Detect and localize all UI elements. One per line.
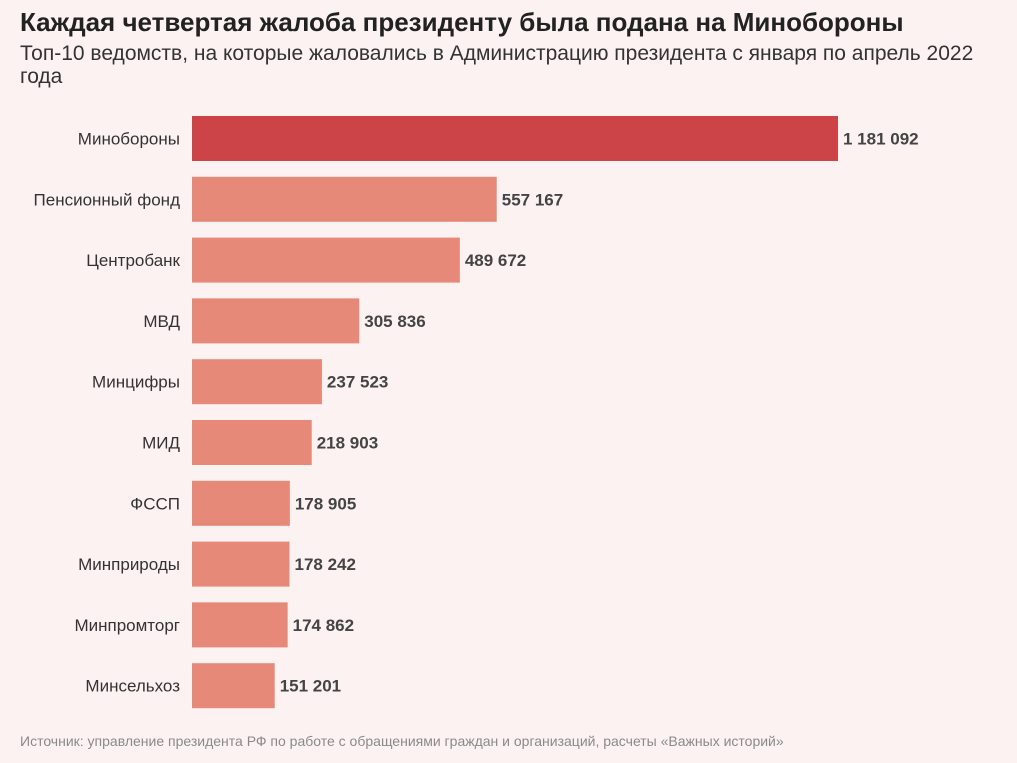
value-label: 174 862 — [293, 616, 354, 635]
chart-subtitle: Топ-10 ведомств, на которые жаловались в… — [20, 42, 974, 88]
bar-пенсионный-фонд — [192, 176, 497, 222]
source-note: Источник: управление президента РФ по ра… — [20, 733, 784, 749]
category-label: Минпромторг — [74, 616, 180, 635]
value-label: 305 836 — [364, 312, 425, 331]
value-label: 218 903 — [317, 434, 378, 453]
bar-мид — [192, 420, 312, 465]
bar-chart: Минобороны 1 181 092 Пенсионный фонд 557 16… — [34, 116, 919, 709]
bar-минцифры — [192, 359, 322, 405]
category-label: ФССП — [130, 494, 180, 513]
category-label: Минцифры — [92, 373, 180, 392]
bar-фссп — [192, 480, 290, 526]
bar-минпромторг — [192, 602, 288, 648]
bar-минсельхоз — [192, 663, 275, 709]
bar-минприроды — [192, 541, 290, 587]
value-label: 557 167 — [502, 190, 563, 209]
chart-title: Каждая четвертая жалоба президенту была … — [20, 7, 904, 37]
category-label: МИД — [142, 434, 180, 453]
bar-мвд — [192, 298, 360, 344]
category-label: Пенсионный фонд — [34, 190, 181, 209]
value-label: 151 201 — [280, 677, 341, 696]
category-label: МВД — [143, 312, 180, 331]
value-label: 178 905 — [295, 494, 356, 513]
category-label: Минобороны — [78, 130, 180, 149]
bar-центробанк — [192, 237, 460, 283]
bar-минобороны — [192, 116, 838, 161]
category-label: Центробанк — [86, 251, 180, 270]
category-label: Минсельхоз — [85, 677, 180, 696]
category-label: Минприроды — [78, 555, 180, 574]
value-label: 178 242 — [294, 555, 355, 574]
value-label: 237 523 — [327, 373, 388, 392]
value-label: 1 181 092 — [843, 130, 919, 149]
value-label: 489 672 — [465, 251, 526, 270]
